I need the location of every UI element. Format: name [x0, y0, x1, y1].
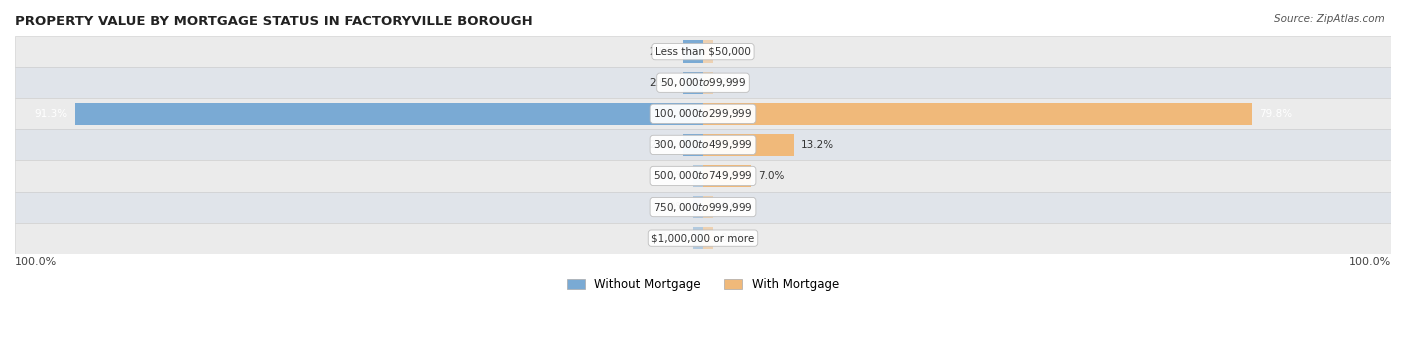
Bar: [703, 41, 713, 63]
Text: 0.0%: 0.0%: [659, 233, 686, 243]
Bar: [15, 223, 1391, 254]
Legend: Without Mortgage, With Mortgage: Without Mortgage, With Mortgage: [562, 273, 844, 296]
Bar: [15, 192, 1391, 223]
Bar: [703, 227, 713, 249]
Text: PROPERTY VALUE BY MORTGAGE STATUS IN FACTORYVILLE BOROUGH: PROPERTY VALUE BY MORTGAGE STATUS IN FAC…: [15, 15, 533, 28]
Text: 0.0%: 0.0%: [659, 171, 686, 181]
Bar: [75, 103, 703, 125]
Bar: [15, 98, 1391, 129]
Text: $100,000 to $299,999: $100,000 to $299,999: [654, 107, 752, 120]
Text: $300,000 to $499,999: $300,000 to $499,999: [654, 138, 752, 151]
Text: Source: ZipAtlas.com: Source: ZipAtlas.com: [1274, 14, 1385, 24]
Text: $50,000 to $99,999: $50,000 to $99,999: [659, 76, 747, 89]
Text: Less than $50,000: Less than $50,000: [655, 47, 751, 57]
Text: 2.9%: 2.9%: [650, 47, 676, 57]
Bar: [703, 196, 713, 218]
Text: 79.8%: 79.8%: [1258, 109, 1292, 119]
Bar: [15, 36, 1391, 67]
Bar: [703, 165, 751, 187]
Text: 0.0%: 0.0%: [659, 202, 686, 212]
Bar: [15, 67, 1391, 98]
Text: $500,000 to $749,999: $500,000 to $749,999: [654, 169, 752, 182]
Text: 2.9%: 2.9%: [650, 78, 676, 88]
Text: 2.9%: 2.9%: [650, 140, 676, 150]
Bar: [693, 227, 703, 249]
Text: $1,000,000 or more: $1,000,000 or more: [651, 233, 755, 243]
Bar: [15, 160, 1391, 192]
Text: $750,000 to $999,999: $750,000 to $999,999: [654, 201, 752, 213]
Bar: [693, 196, 703, 218]
Bar: [683, 41, 703, 63]
Text: 100.0%: 100.0%: [1348, 257, 1391, 267]
Text: 0.0%: 0.0%: [720, 78, 747, 88]
Bar: [703, 72, 713, 94]
Text: 0.0%: 0.0%: [720, 202, 747, 212]
Text: 7.0%: 7.0%: [758, 171, 785, 181]
Text: 0.0%: 0.0%: [720, 233, 747, 243]
Bar: [703, 103, 1251, 125]
Text: 91.3%: 91.3%: [35, 109, 67, 119]
Text: 0.0%: 0.0%: [720, 47, 747, 57]
Bar: [15, 129, 1391, 160]
Bar: [703, 134, 794, 156]
Bar: [683, 72, 703, 94]
Bar: [693, 165, 703, 187]
Text: 13.2%: 13.2%: [800, 140, 834, 150]
Bar: [683, 134, 703, 156]
Text: 100.0%: 100.0%: [15, 257, 58, 267]
